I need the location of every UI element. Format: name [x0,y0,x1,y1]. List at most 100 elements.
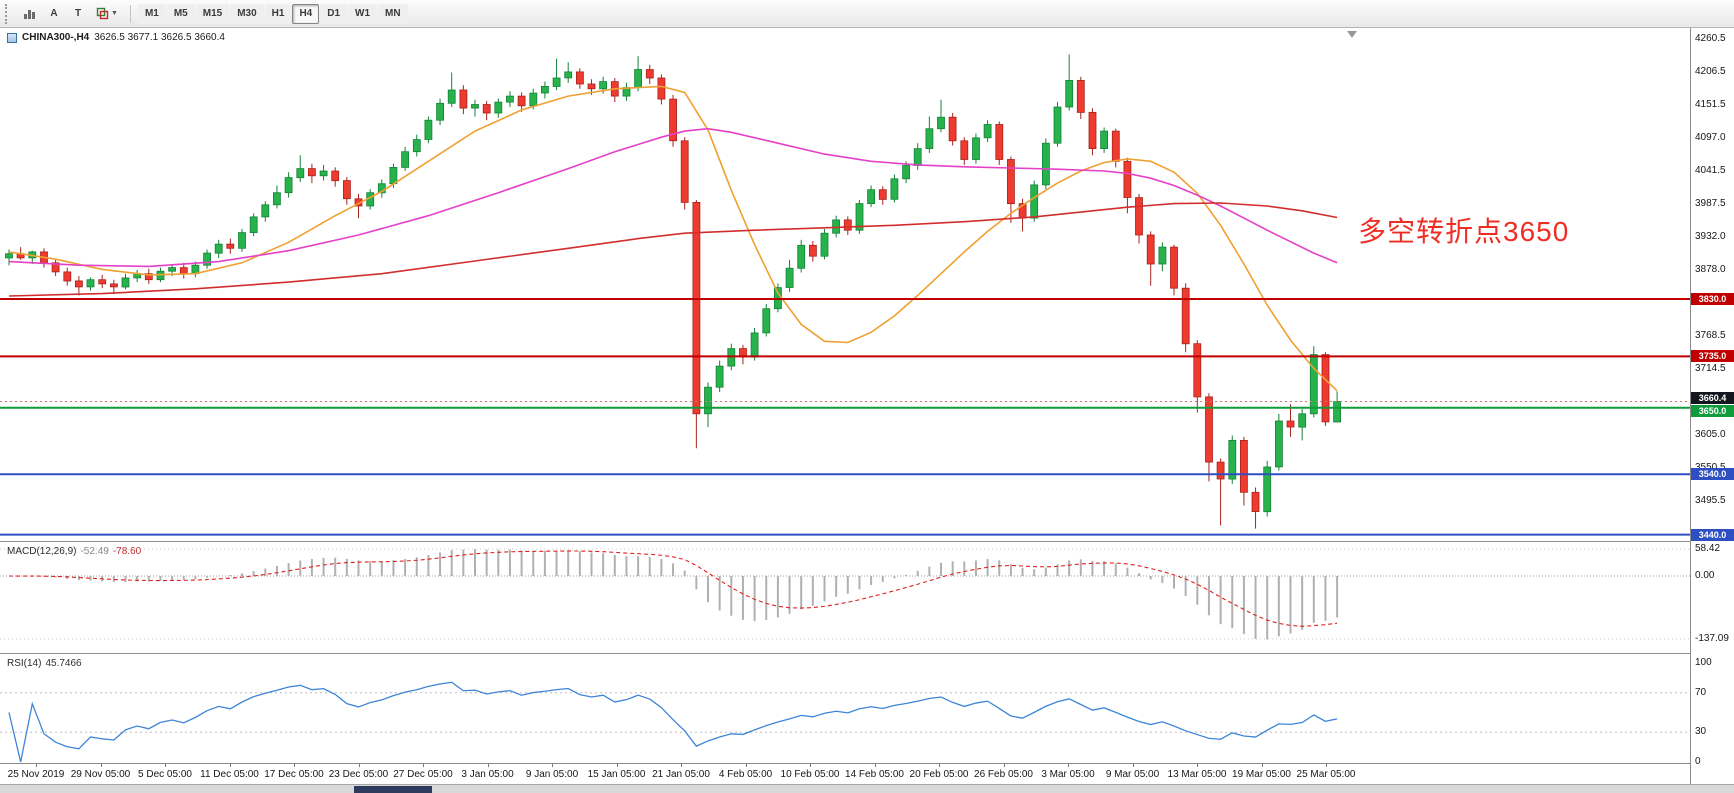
tf-button-m1[interactable]: M1 [137,3,166,24]
tf-button-h4[interactable]: H4 [292,3,320,24]
price-tick: 3605.0 [1695,428,1726,440]
bar-chart-icon [23,7,36,20]
rsi-tick: 70 [1695,686,1707,698]
macd-name: MACD(12,26,9) [7,546,77,557]
rsi-name: RSI(14) [7,658,42,669]
macd-label: MACD(12,26,9) -52.49 -78.60 [7,546,141,557]
symbol-timeframe-label: CHINA300-,H4 [22,32,90,43]
time-label: 29 Nov 05:00 [70,769,131,780]
time-tick [358,764,360,767]
tf-button-m5[interactable]: M5 [166,3,195,24]
time-label: 5 Dec 05:00 [138,769,192,780]
time-label: 17 Dec 05:00 [264,769,324,780]
timeframe-group: M1 M5 M15 M30 H1 H4 D1 W1 MN [137,3,408,24]
rsi-tick: 0 [1695,756,1701,767]
time-tick [681,764,682,767]
price-tick: 3495.5 [1695,495,1726,507]
toolbar-grip[interactable] [5,3,12,24]
time-label: 11 Dec 05:00 [200,769,259,780]
price-badge-3540.0: 3540.0 [1691,468,1734,481]
time-tick [36,764,37,767]
macd-tick: 0.00 [1695,570,1715,581]
time-tick [1261,764,1263,767]
rsi-value: 45.7466 [45,658,82,669]
time-label: 19 Mar 05:00 [1232,769,1291,780]
chart-shift-marker-icon[interactable] [1347,31,1357,38]
price-tick: 3550.5 [1695,462,1726,474]
time-tick [423,764,424,767]
text-tool-button[interactable]: T [67,4,89,24]
price-tick: 3987.5 [1695,197,1726,209]
scrollbar-thumb[interactable] [354,786,432,793]
price-tick: 3878.0 [1695,264,1726,276]
time-tick [100,764,102,767]
time-tick [1326,764,1327,767]
ohlc-values: 3626.5 3677.1 3626.5 3660.4 [94,32,225,43]
time-label: 25 Mar 05:00 [1296,769,1356,780]
annotation-text: 多空转折点3650 [1358,216,1570,247]
time-label: 20 Feb 05:00 [909,769,969,780]
time-tick [810,764,811,767]
chart-canvas[interactable] [0,28,1690,763]
one-click-trading-icon[interactable] [7,32,17,43]
time-tick [745,764,747,767]
time-tick [1132,764,1134,767]
price-badge-3440.0: 3440.0 [1691,528,1734,541]
bar-chart-button[interactable] [18,4,41,24]
price-badge-3650.0: 3650.0 [1691,405,1734,418]
horizontal-scrollbar[interactable] [0,784,1734,793]
time-tick [1197,764,1198,767]
time-label: 13 Mar 05:00 [1167,769,1227,780]
time-label: 9 Jan 05:00 [525,769,579,780]
autoscroll-button[interactable]: A [43,4,65,24]
tf-button-m15[interactable]: M15 [195,3,230,24]
toolbar: A T ▼ M1 M5 M15 M30 H1 H4 D1 W1 MN [0,0,1734,28]
time-label: 9 Mar 05:00 [1105,769,1160,780]
time-tick [294,764,295,767]
indicators-icon [96,7,109,20]
time-label: 10 Feb 05:00 [780,769,840,780]
price-tick: 4097.0 [1695,131,1726,143]
time-tick [1003,764,1005,767]
rsi-tick: 30 [1695,726,1707,738]
tf-button-w1[interactable]: W1 [348,3,378,24]
macd-tick: -137.09 [1695,633,1729,645]
time-tick [165,764,166,767]
time-tick [874,764,876,767]
chevron-down-icon: ▼ [111,10,118,17]
time-label: 26 Feb 05:00 [974,769,1033,780]
price-tick: 3768.5 [1695,330,1726,342]
price-badge-3735.0: 3735.0 [1691,350,1734,363]
price-tick: 3714.5 [1695,362,1726,374]
macd-main-value: -52.49 [80,546,109,557]
time-label: 27 Dec 05:00 [393,769,453,780]
time-tick [552,764,553,767]
tf-button-d1[interactable]: D1 [320,3,348,24]
toolbar-separator [129,4,131,23]
time-label: 21 Jan 05:00 [652,769,710,780]
time-label: 14 Feb 05:00 [845,769,904,780]
time-tick [1068,764,1069,767]
tf-button-m30[interactable]: M30 [230,3,264,24]
macd-signal-value: -78.60 [112,546,142,557]
price-badge-3830.0: 3830.0 [1691,293,1734,306]
price-tick: 4151.5 [1695,98,1726,110]
time-label: 4 Feb 05:00 [718,769,773,780]
price-tick: 4206.5 [1695,65,1726,77]
price-badge-3660.4: 3660.4 [1691,392,1734,405]
time-label: 23 Dec 05:00 [328,769,389,780]
chart-title: CHINA300-,H4 3626.5 3677.1 3626.5 3660.4 [7,32,225,43]
time-label: 3 Mar 05:00 [1041,769,1095,780]
price-tick: 3932.0 [1695,231,1726,243]
time-tick [616,764,618,767]
tf-button-mn[interactable]: MN [378,3,408,24]
rsi-tick: 100 [1695,657,1712,668]
price-tick: 4260.5 [1695,33,1726,44]
tf-button-h1[interactable]: H1 [264,3,292,24]
time-label: 3 Jan 05:00 [461,769,514,780]
indicators-button[interactable]: ▼ [91,4,123,24]
price-axis[interactable]: 4260.5 4206.5 4151.5 4097.0 4041.5 3987.5 3932… [1690,28,1734,784]
time-tick [229,764,231,767]
time-tick [939,764,940,767]
time-axis[interactable]: 25 Nov 2019 29 Nov 05:00 5 Dec 05:00 11 Dec… [0,763,1690,785]
